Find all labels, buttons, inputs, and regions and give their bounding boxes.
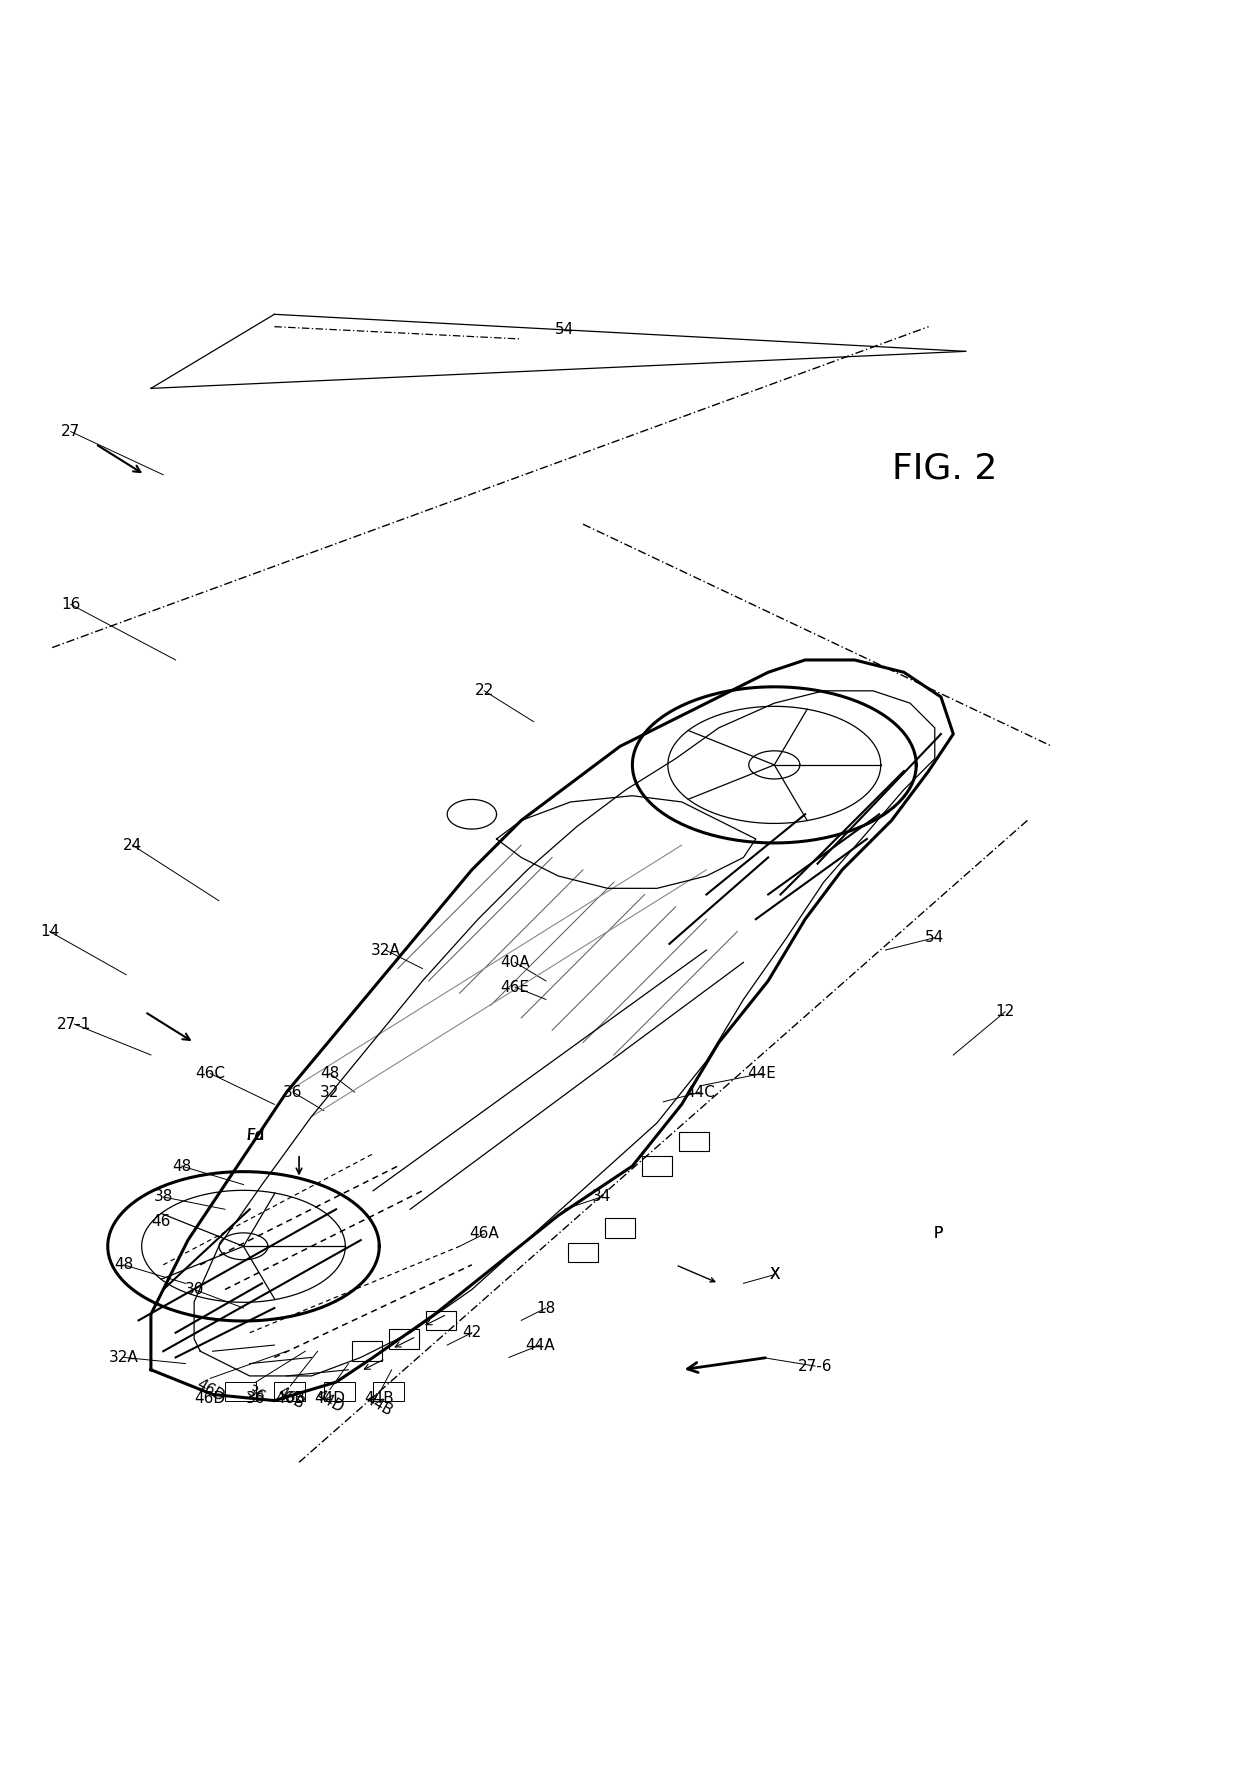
Text: 48: 48 <box>172 1159 191 1174</box>
Text: 46A: 46A <box>469 1227 498 1242</box>
Bar <box>324 1383 355 1401</box>
Text: X: X <box>769 1267 780 1283</box>
Text: 48: 48 <box>114 1258 134 1272</box>
Bar <box>373 1383 404 1401</box>
Text: 44D: 44D <box>315 1390 346 1406</box>
Bar <box>680 1131 709 1152</box>
Text: 44C: 44C <box>686 1084 715 1100</box>
Text: 46B: 46B <box>274 1385 306 1412</box>
Bar <box>568 1243 598 1263</box>
Text: 36: 36 <box>246 1390 265 1406</box>
Text: 44D: 44D <box>314 1388 346 1415</box>
Text: 22: 22 <box>475 683 494 698</box>
Text: 36: 36 <box>283 1084 303 1100</box>
Bar <box>224 1383 255 1401</box>
Text: 27: 27 <box>61 424 81 438</box>
Text: 12: 12 <box>996 1004 1014 1020</box>
Text: 44E: 44E <box>748 1066 776 1081</box>
Bar <box>274 1383 305 1401</box>
Text: 27-6: 27-6 <box>797 1358 832 1374</box>
Text: 38: 38 <box>154 1190 172 1204</box>
Bar <box>352 1342 382 1361</box>
Text: 48: 48 <box>320 1066 340 1081</box>
Text: 44A: 44A <box>525 1338 554 1352</box>
Bar <box>427 1311 456 1331</box>
Text: 54: 54 <box>925 930 945 945</box>
Text: Fd: Fd <box>247 1127 265 1143</box>
Text: FIG. 2: FIG. 2 <box>892 451 997 485</box>
Text: 32A: 32A <box>109 1351 139 1365</box>
Text: 24: 24 <box>123 837 143 853</box>
Text: P: P <box>934 1227 944 1242</box>
Text: 32: 32 <box>320 1084 340 1100</box>
Text: 46D: 46D <box>193 1378 227 1404</box>
Text: 30: 30 <box>185 1283 203 1297</box>
Text: 46B: 46B <box>275 1390 305 1406</box>
Text: 18: 18 <box>537 1301 556 1315</box>
Text: 44B: 44B <box>363 1392 396 1419</box>
Bar <box>389 1329 419 1349</box>
Text: 46: 46 <box>151 1215 170 1229</box>
Text: P: P <box>934 1227 944 1242</box>
Bar <box>642 1156 672 1175</box>
Text: 42: 42 <box>463 1326 481 1340</box>
Text: Fd: Fd <box>247 1127 264 1143</box>
Text: 40A: 40A <box>500 955 529 970</box>
Text: 44B: 44B <box>365 1390 394 1406</box>
Text: 46C: 46C <box>195 1066 226 1081</box>
Text: 16: 16 <box>61 598 81 612</box>
Text: 46E: 46E <box>501 980 529 995</box>
Text: 34: 34 <box>591 1190 611 1204</box>
Text: 14: 14 <box>40 925 60 939</box>
Text: 27-1: 27-1 <box>57 1016 92 1032</box>
Text: 46D: 46D <box>195 1390 226 1406</box>
Text: X: X <box>769 1267 780 1283</box>
Bar <box>605 1218 635 1238</box>
Text: 32A: 32A <box>371 943 401 957</box>
Text: 54: 54 <box>554 322 574 336</box>
Text: 36: 36 <box>244 1383 268 1406</box>
